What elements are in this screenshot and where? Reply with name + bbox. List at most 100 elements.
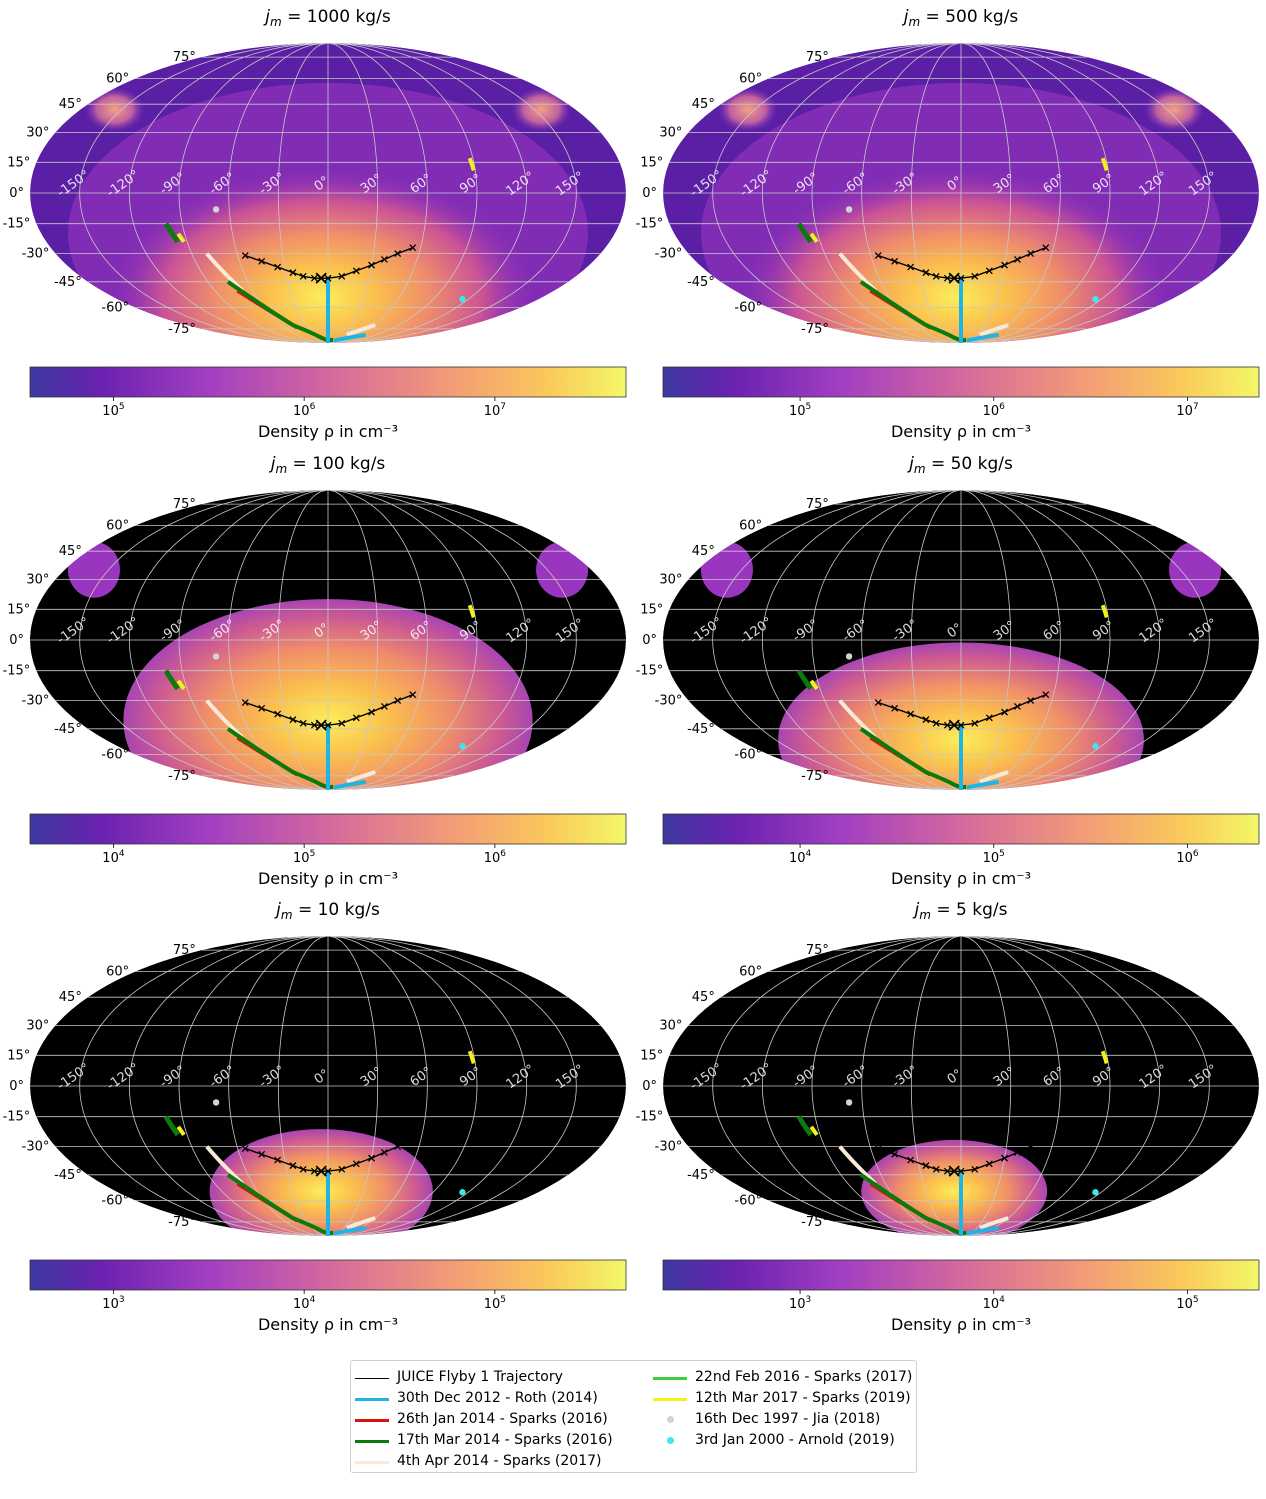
legend-label: 16th Dec 1997 - Jia (2018) bbox=[695, 1411, 881, 1427]
juice-marker bbox=[324, 721, 332, 729]
gridline-lon bbox=[327, 43, 577, 343]
gridline-lon bbox=[277, 43, 329, 343]
gridline-lon bbox=[712, 43, 962, 343]
legend-item: 3rd Jan 2000 - Arnold (2019) bbox=[649, 1430, 912, 1451]
lat-tick-label: 60° bbox=[106, 72, 129, 87]
juice-marker bbox=[299, 1165, 307, 1173]
lon-tick-label: 0° bbox=[945, 621, 966, 642]
lat-tick-label: 15° bbox=[7, 602, 30, 617]
juice-marker bbox=[1001, 708, 1009, 716]
obs-jia-2018 bbox=[212, 206, 220, 213]
panel-title: jm = 5 kg/s bbox=[913, 900, 1008, 922]
obs-sparks-2017-apr bbox=[205, 1145, 244, 1186]
lat-tick-label: -30° bbox=[22, 247, 50, 262]
legend-label: 17th Mar 2014 - Sparks (2016) bbox=[397, 1432, 613, 1448]
juice-marker bbox=[1001, 1154, 1009, 1162]
colorbar-label: Density ρ in cm⁻³ bbox=[258, 1315, 398, 1334]
lat-tick-label: -75° bbox=[801, 1215, 829, 1230]
gridline-lon bbox=[811, 936, 962, 1236]
juice-marker bbox=[299, 272, 307, 280]
juice-marker bbox=[985, 714, 993, 722]
lat-tick-label: 45° bbox=[692, 544, 715, 559]
lat-tick-label: -30° bbox=[655, 694, 683, 709]
density-spot-left bbox=[84, 87, 145, 132]
juice-marker bbox=[971, 1165, 979, 1173]
juice-marker bbox=[352, 267, 360, 275]
colorbar-tick-label: 106 bbox=[293, 402, 316, 419]
colorbar-tick-label: 104 bbox=[789, 849, 812, 866]
gridline-lon bbox=[128, 490, 329, 790]
legend-item: JUICE Flyby 1 Trajectory bbox=[351, 1367, 613, 1388]
panel-1: jm = 1000 kg/s-150° -120° -90° -60° -30° 0° 30… bbox=[3, 7, 627, 441]
juice-marker bbox=[380, 255, 388, 263]
gridline-lon bbox=[79, 490, 329, 790]
lat-tick-label: 30° bbox=[659, 572, 682, 587]
juice-marker bbox=[907, 263, 915, 271]
obs-sparks-2017-apr-b bbox=[346, 770, 376, 784]
colorbar-tick-label: 107 bbox=[1176, 402, 1198, 419]
colorbar bbox=[662, 1259, 1260, 1291]
lat-tick-label: 0° bbox=[9, 186, 24, 201]
juice-marker bbox=[891, 704, 899, 712]
juice-marker bbox=[874, 699, 882, 706]
lat-tick-label: -75° bbox=[801, 769, 829, 784]
density-plume bbox=[107, 167, 538, 343]
obs-sparks-2019-1 bbox=[176, 1125, 186, 1136]
gridline-lon bbox=[178, 490, 329, 790]
obs-sparks-2017-feb bbox=[796, 669, 813, 691]
lat-tick-label: -30° bbox=[22, 694, 50, 709]
legend-label: 4th Apr 2014 - Sparks (2017) bbox=[397, 1453, 602, 1469]
lat-tick-label: 15° bbox=[7, 155, 30, 170]
obs-sparks-2019-2 bbox=[467, 604, 476, 618]
lat-tick-label: -60° bbox=[101, 300, 129, 315]
juice-marker bbox=[971, 719, 979, 727]
gridline-lon bbox=[327, 490, 577, 790]
closest-approach-marker bbox=[948, 719, 960, 731]
panel-title: jm = 50 kg/s bbox=[907, 454, 1013, 476]
legend-item: 4th Apr 2014 - Sparks (2017) bbox=[351, 1451, 613, 1472]
legend-line-swatch bbox=[355, 1398, 389, 1401]
colorbar-tick-label: 103 bbox=[789, 1295, 811, 1312]
lat-tick-label: 60° bbox=[106, 519, 129, 534]
juice-marker bbox=[957, 721, 965, 729]
lat-tick-label: -15° bbox=[3, 1110, 31, 1125]
obs-roth-2014-b bbox=[966, 332, 1000, 343]
lat-tick-label: -60° bbox=[101, 747, 129, 762]
juice-marker bbox=[1027, 697, 1035, 705]
lat-tick-label: -60° bbox=[734, 300, 762, 315]
juice-marker bbox=[380, 1148, 388, 1156]
juice-marker bbox=[324, 1167, 332, 1175]
lat-tick-label: 60° bbox=[739, 72, 762, 87]
juice-marker bbox=[907, 1156, 915, 1164]
obs-roth-2014-b bbox=[966, 1225, 1000, 1236]
juice-marker bbox=[289, 716, 297, 724]
panels-layer: jm = 1000 kg/s-150° -120° -90° -60° -30° 0° 30… bbox=[3, 7, 1260, 1334]
gridline-lon bbox=[910, 43, 962, 343]
juice-marker bbox=[1042, 1137, 1050, 1145]
lat-tick-label: 0° bbox=[9, 633, 24, 648]
gridline-lon bbox=[960, 43, 1210, 343]
obs-sparks-2019-1 bbox=[809, 679, 819, 690]
juice-marker bbox=[274, 710, 282, 718]
gridline-lon bbox=[960, 490, 1161, 790]
obs-jia-2018 bbox=[845, 653, 853, 660]
lat-tick-label: 75° bbox=[806, 943, 829, 958]
obs-sparks-2017-feb bbox=[163, 669, 180, 691]
obs-sparks-2017-apr-b bbox=[346, 1216, 376, 1230]
lat-tick-label: 45° bbox=[59, 97, 82, 112]
lat-tick-label: -15° bbox=[3, 217, 31, 232]
obs-arnold-2019 bbox=[459, 1189, 466, 1196]
lon-tick-label: 0° bbox=[945, 174, 966, 195]
obs-sparks-2019-2 bbox=[467, 157, 476, 171]
map-area bbox=[30, 43, 626, 343]
lat-tick-label: 15° bbox=[640, 1048, 663, 1063]
juice-marker bbox=[394, 697, 402, 705]
gridline-lon bbox=[277, 936, 329, 1236]
legend-item: 22nd Feb 2016 - Sparks (2017) bbox=[649, 1367, 912, 1388]
juice-marker bbox=[394, 250, 402, 258]
obs-sparks-2017-feb bbox=[163, 222, 180, 244]
juice-marker bbox=[1013, 702, 1021, 710]
gridline-lon bbox=[910, 936, 962, 1236]
colorbar bbox=[29, 366, 627, 398]
density-spot-right bbox=[1144, 87, 1205, 132]
